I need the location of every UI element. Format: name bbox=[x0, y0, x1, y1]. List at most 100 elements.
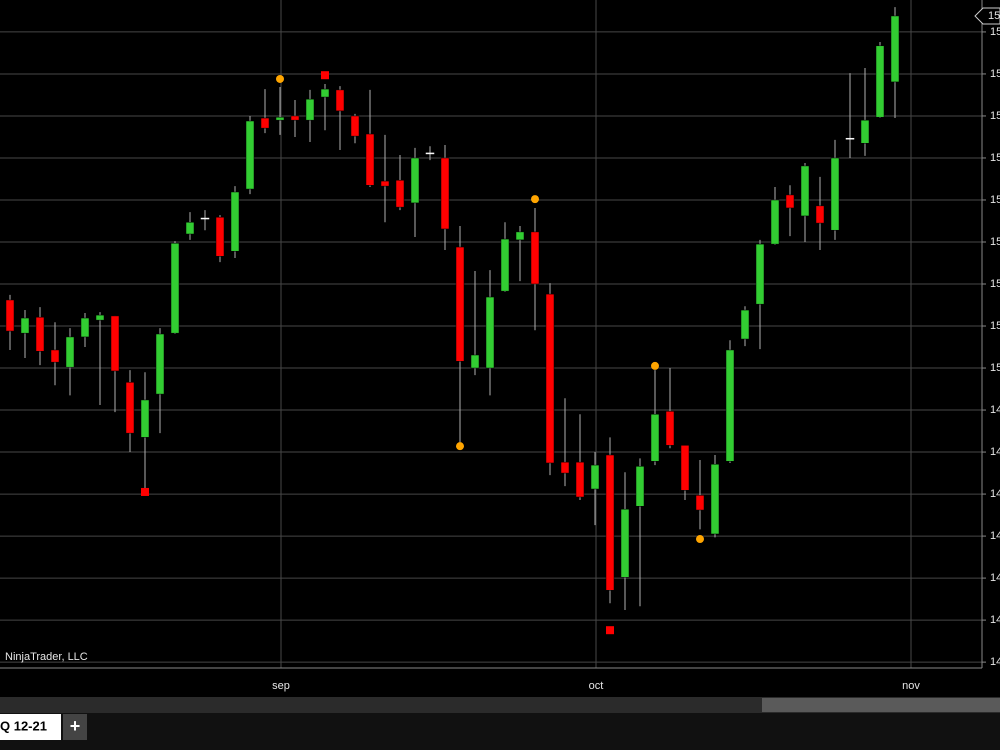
tab[interactable] bbox=[0, 714, 61, 740]
y-tick-label: 15 bbox=[990, 362, 1000, 374]
candle-body bbox=[545, 293, 555, 464]
candle-body bbox=[665, 411, 675, 446]
y-tick-label: 14 bbox=[990, 404, 1000, 416]
candle-body bbox=[455, 246, 465, 362]
x-tick-label: oct bbox=[589, 680, 604, 692]
y-tick-label: 14 bbox=[990, 572, 1000, 584]
y-tick-label: 14 bbox=[990, 530, 1000, 542]
candle-body bbox=[320, 88, 330, 98]
candle-body bbox=[770, 199, 780, 245]
candle-body bbox=[530, 231, 540, 285]
candle-body bbox=[425, 152, 435, 155]
candle-body bbox=[155, 333, 165, 395]
candle-body bbox=[620, 508, 630, 578]
swing-marker bbox=[141, 487, 149, 496]
candle-body bbox=[35, 316, 45, 352]
candle-body bbox=[380, 180, 390, 187]
candle-body bbox=[485, 296, 495, 369]
candle-body bbox=[785, 194, 795, 209]
candle-body bbox=[410, 157, 420, 204]
swing-marker bbox=[531, 195, 539, 204]
candle-body bbox=[275, 116, 285, 121]
candle-body bbox=[200, 217, 210, 220]
y-tick-label: 15 bbox=[990, 26, 1000, 38]
candle-body bbox=[440, 157, 450, 230]
candle-body bbox=[860, 119, 870, 144]
y-tick-label: 14 bbox=[990, 614, 1000, 626]
candle-body bbox=[740, 309, 750, 340]
candle-body bbox=[110, 315, 120, 372]
candle-body bbox=[65, 336, 75, 368]
candle-body bbox=[185, 221, 195, 235]
candle-body bbox=[875, 45, 885, 118]
candle-body bbox=[590, 464, 600, 490]
tab-bar bbox=[0, 713, 1000, 750]
candle-body bbox=[305, 98, 315, 121]
y-tick-label: 14 bbox=[990, 656, 1000, 668]
candle-body bbox=[170, 243, 180, 334]
swing-marker bbox=[696, 535, 704, 544]
y-tick-label: 15 bbox=[990, 110, 1000, 122]
candle-body bbox=[140, 399, 150, 438]
axes: 15 15 15 15 15 15 15 15 15 14 14 14 14 14 14 14 sep oct no… bbox=[272, 7, 1000, 692]
y-tick-label: 14 bbox=[990, 446, 1000, 458]
last-price-box bbox=[974, 7, 1000, 25]
candle-body bbox=[725, 349, 735, 462]
candle-body bbox=[215, 216, 225, 257]
candle-body bbox=[50, 349, 60, 363]
y-tick-label: 15 bbox=[990, 68, 1000, 80]
last-price-label: 15 bbox=[988, 10, 1000, 22]
candle-body bbox=[650, 413, 660, 462]
candle-body bbox=[680, 445, 690, 491]
swing-marker bbox=[606, 626, 614, 635]
candle-body bbox=[800, 165, 810, 217]
candle-body bbox=[80, 317, 90, 338]
add-tab-button[interactable] bbox=[63, 714, 87, 740]
candle-body bbox=[695, 495, 705, 511]
scrollbar-thumb[interactable] bbox=[762, 698, 1000, 712]
candle-body bbox=[470, 354, 480, 369]
candle-body bbox=[605, 454, 615, 591]
watermark: NinjaTrader, LLC bbox=[5, 651, 88, 663]
candle-body bbox=[125, 382, 135, 434]
x-tick-label: nov bbox=[902, 680, 920, 692]
candle-body bbox=[575, 461, 585, 498]
candle-body bbox=[245, 120, 255, 190]
candle-body bbox=[755, 243, 765, 305]
scrollbar[interactable] bbox=[0, 697, 1000, 713]
tab-label[interactable]: Q 12-21 bbox=[0, 718, 47, 733]
candle-body bbox=[815, 205, 825, 224]
candle-body bbox=[710, 463, 720, 535]
swing-marker bbox=[276, 74, 284, 83]
candle-body bbox=[95, 314, 105, 321]
candle-body bbox=[890, 15, 900, 83]
swing-marker bbox=[321, 71, 329, 80]
y-tick-label: 15 bbox=[990, 236, 1000, 248]
candle-body bbox=[290, 115, 300, 121]
y-tick-label: 15 bbox=[990, 152, 1000, 164]
candle-body bbox=[830, 157, 840, 231]
candle-body bbox=[500, 238, 510, 292]
candle-body bbox=[5, 299, 15, 332]
candle-body bbox=[560, 461, 570, 474]
y-tick-label: 14 bbox=[990, 488, 1000, 500]
candle-body bbox=[515, 231, 525, 241]
candle-body bbox=[350, 115, 360, 137]
swing-marker bbox=[456, 442, 464, 451]
candle-body bbox=[395, 179, 405, 208]
candle-body bbox=[260, 117, 270, 129]
candle-body bbox=[365, 133, 375, 186]
candle-body bbox=[635, 466, 645, 507]
y-tick-label: 15 bbox=[990, 278, 1000, 290]
candle-body bbox=[845, 137, 855, 140]
candle-body bbox=[230, 191, 240, 252]
y-tick-label: 15 bbox=[990, 320, 1000, 332]
swing-marker bbox=[651, 361, 659, 370]
x-tick-label: sep bbox=[272, 680, 290, 692]
add-tab-label[interactable]: + bbox=[70, 716, 81, 736]
candle-body bbox=[335, 89, 345, 112]
candle-body bbox=[20, 317, 30, 334]
